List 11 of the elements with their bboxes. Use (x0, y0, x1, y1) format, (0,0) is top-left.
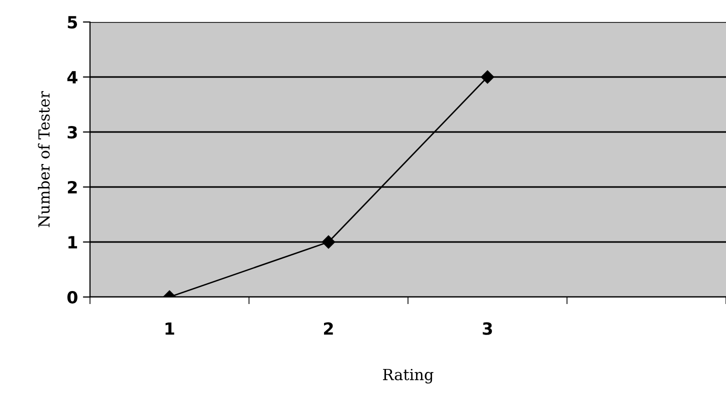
y-tick-label: 1 (68, 236, 78, 248)
y-tick-label: 3 (68, 126, 77, 139)
y-axis-title: Number of Tester (38, 91, 50, 228)
y-tick-label: 5 (68, 16, 78, 29)
x-tick-label: 3 (482, 322, 492, 335)
x-tick-label: 2 (324, 322, 333, 335)
y-tick-label: 0 (67, 290, 78, 304)
x-axis-title: Rating (383, 368, 434, 384)
y-tick-label: 2 (68, 180, 77, 194)
x-tick-label: 1 (166, 322, 174, 335)
y-tick-label: 4 (67, 71, 78, 84)
